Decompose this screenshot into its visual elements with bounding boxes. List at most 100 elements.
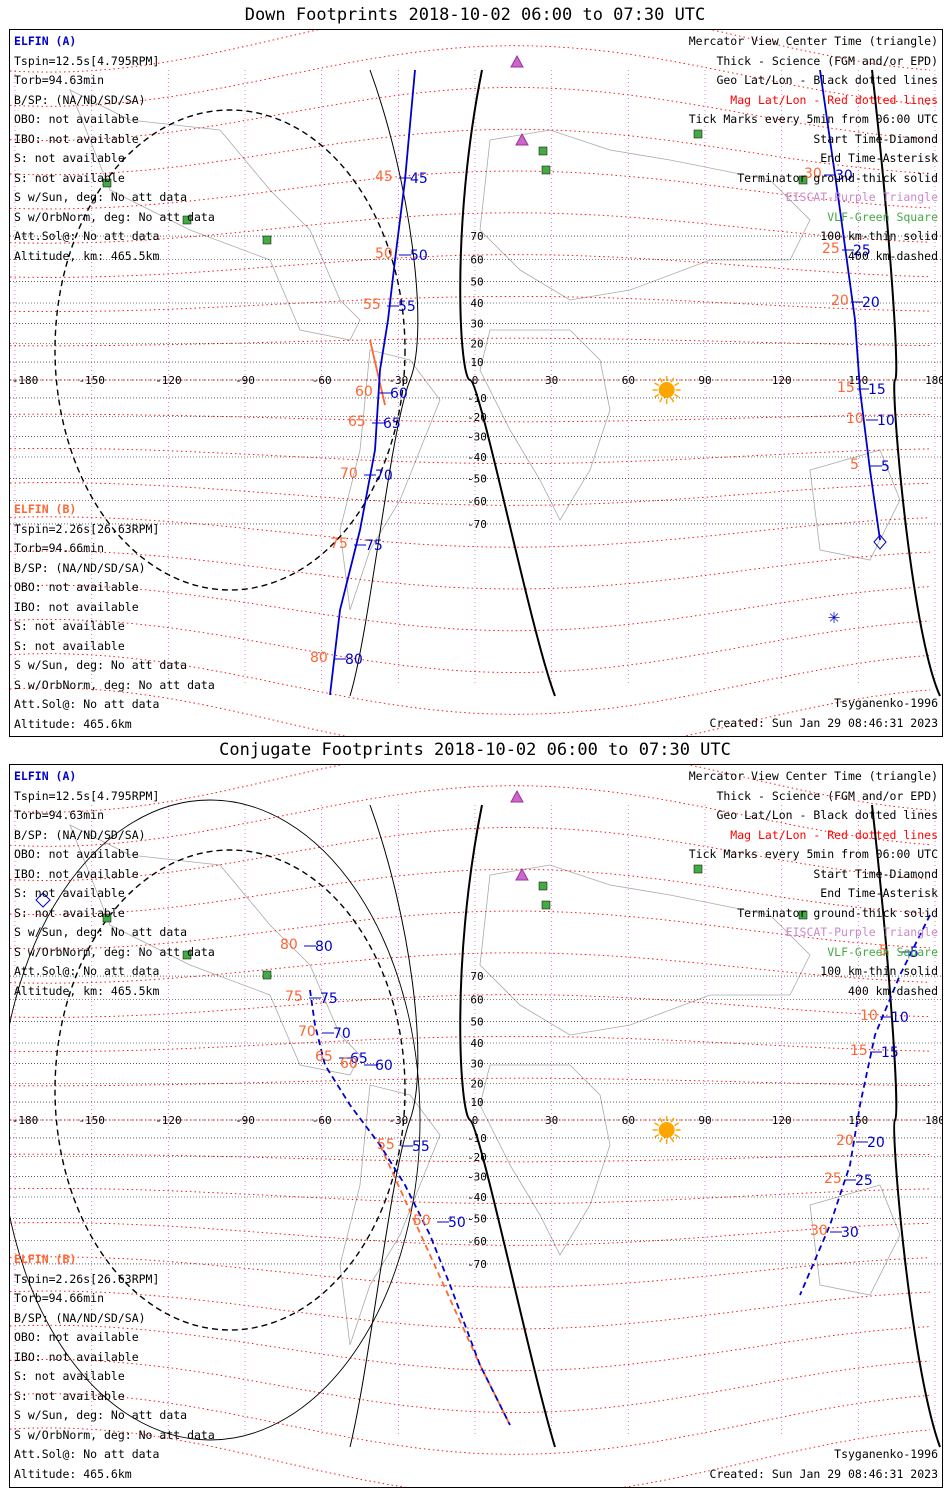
vlf-square-icon (102, 913, 112, 923)
elfin-b-time-label: 25 (853, 243, 871, 259)
elfin-a-info-line: S: not available (14, 886, 125, 900)
vlf-square-icon (182, 215, 192, 225)
legend-item: 100 km-thin solid (820, 229, 938, 243)
elfin-a-info-line: Torb=94.63min (14, 808, 105, 822)
terminator-line (349, 804, 419, 1448)
elfin-b-time-label: 50 (413, 1213, 431, 1229)
lat-tick-label: 70 (470, 230, 483, 243)
mag-lat-line (10, 1035, 931, 1053)
elfin-b-info-line: S w/Sun, deg: No att data (14, 1408, 188, 1422)
sun-ray (654, 1133, 660, 1138)
lat-tick-label: -40 (467, 451, 487, 464)
lon-tick-label: 60 (622, 1114, 635, 1127)
elfin-b-time-label: 10 (877, 413, 895, 429)
lat-tick-label: 30 (470, 318, 483, 331)
fov-400km-dashed (54, 109, 406, 591)
elfin-b-time-label: 30 (804, 166, 822, 182)
legend-item: Thick - Science (FGM and/or EPD) (716, 788, 938, 803)
lon-tick-label: 180 (925, 374, 942, 387)
elfin-a-time-label: 60 (375, 1058, 393, 1074)
vlf-square-icon (102, 178, 112, 188)
legend-item: End Time-Asterisk (820, 886, 938, 900)
lon-tick-label: 150 (848, 374, 868, 387)
sun-ray (674, 393, 680, 398)
mag-lat-line (10, 827, 931, 882)
elfin-a-info-line: OBO: not available (14, 847, 139, 861)
legend-item: 400 km-dashed (847, 983, 938, 998)
elfin-b-time-label: 5 (910, 945, 919, 961)
elfin-a-info-line: B/SP: (NA/ND/SD/SA) (14, 92, 146, 107)
mag-lat-line (10, 1290, 931, 1330)
elfin-b-time-label: 20 (862, 295, 880, 311)
terminator-curves (349, 804, 941, 1448)
vlf-square-icon (541, 165, 551, 175)
map-legend: Mercator View Center Time (triangle) Thic… (689, 767, 938, 1001)
elfin-a-info: ELFIN (A) Tspin=12.5s[4.795RPM] Torb=94.63… (14, 32, 215, 266)
legend-item: VLF-Green Square (827, 944, 938, 959)
elfin-b-info-line: B/SP: (NA/ND/SD/SA) (14, 1310, 146, 1325)
elfin-b-info-line: IBO: not available (14, 599, 139, 614)
elfin-b-info-line: S: not available (14, 1388, 125, 1403)
elfin-b-info-line: S w/OrbNorm, deg: No att data (14, 1427, 215, 1442)
lat-tick-label: 70 (470, 970, 483, 983)
lat-tick-label: 50 (470, 276, 483, 289)
map-svg: -180 -150 -120 -90 -60 -30 0 30 60 90 120 150 180706… (10, 765, 942, 1487)
mag-lat-line (10, 1324, 931, 1372)
elfin-a-time-label: 75 (320, 991, 338, 1007)
mag-lat-line (10, 1077, 931, 1087)
mag-lat-line (10, 45, 931, 107)
terminator-curves (349, 69, 941, 697)
elfin-a-info-line: S: not available (14, 905, 125, 920)
elfin-b-time-label: 15 (837, 380, 855, 396)
elfin-b-time-label: 10 (860, 1008, 878, 1024)
lon-tick-label: 180 (925, 1114, 942, 1127)
vlf-square-icon (538, 146, 548, 156)
elfin-b-time-label: 20 (831, 293, 849, 309)
mag-lat-line (10, 1427, 931, 1487)
elfin-b-info: ELFIN (B) Tspin=2.26s[26.63RPM] Torb=94.66… (14, 1250, 215, 1484)
sun-ray (674, 1133, 680, 1138)
vlf-square-icon (798, 910, 808, 920)
elfin-b-time-label: 30 (835, 168, 853, 184)
elfin-a-time-label: 65 (350, 1051, 368, 1067)
coastline-shape (339, 1084, 441, 1346)
mag-lat-line (10, 516, 931, 548)
coastline-shape (479, 864, 811, 1036)
elfin-b-time-label: 10 (891, 1010, 909, 1026)
mag-lat-line (10, 994, 931, 1018)
elfin-b-time-label: 55 (377, 1137, 395, 1153)
mag-lat-line (10, 653, 931, 715)
legend-item: EISCAT-Purple Triangle (785, 190, 938, 204)
sun-ray (674, 382, 680, 387)
elfin-b-header: ELFIN (B) (14, 1252, 77, 1266)
lon-tick-label: 120 (772, 1114, 792, 1127)
elfin-b-time-label: 5 (879, 943, 888, 959)
start-diamond-icon (873, 534, 887, 550)
lat-tick-label: 30 (470, 1058, 483, 1071)
sun-ray (670, 1137, 675, 1143)
coastlines (69, 824, 901, 1346)
elfin-a-info-line: S: not available (14, 151, 125, 165)
lat-tick-label: 10 (470, 356, 483, 369)
eiscat-triangle-icon (510, 54, 524, 68)
coastline-shape (479, 129, 811, 301)
vlf-square-icon (538, 881, 548, 891)
elfin-b-info-line: OBO: not available (14, 1330, 139, 1344)
elfin-b-time-label: 20 (836, 1133, 854, 1149)
elfin-a-info: ELFIN (A) Tspin=12.5s[4.795RPM] Torb=94.63… (14, 767, 215, 1001)
lon-tick-label: -30 (388, 1114, 408, 1127)
coastline-shape (809, 1184, 901, 1296)
elfin-b-info-line: IBO: not available (14, 1349, 139, 1364)
map-legend: Mercator View Center Time (triangle) Thic… (689, 32, 938, 266)
elfin-b-time-label: 30 (810, 1223, 828, 1239)
mag-lat-line (10, 1222, 931, 1246)
elfin-a-info-line: Tspin=12.5s[4.795RPM] (14, 53, 160, 68)
sun-ray (659, 1137, 663, 1143)
mag-lat-line (10, 1358, 931, 1413)
elfin-b-info-line: Altitude: 465.6km (14, 1466, 132, 1481)
mag-lat-line (10, 618, 931, 673)
vlf-square-icon (262, 970, 272, 980)
elfin-b-info-line: Torb=94.66min (14, 541, 105, 555)
lat-tick-label: -60 (467, 495, 487, 508)
elfin-b-conjugate-track (379, 1144, 511, 1426)
